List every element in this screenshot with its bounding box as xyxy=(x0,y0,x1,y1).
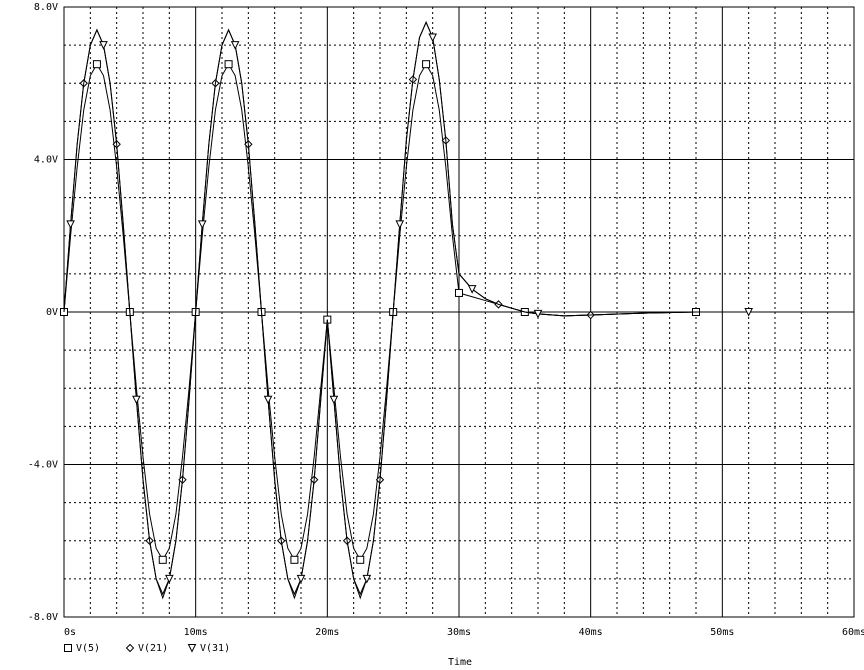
marker xyxy=(533,309,543,319)
series-line xyxy=(63,63,749,561)
x-tick-label: 0s xyxy=(64,627,76,638)
y-tick-label: -8.0V xyxy=(28,612,58,623)
marker xyxy=(455,288,463,297)
marker xyxy=(64,644,72,652)
marker xyxy=(125,643,135,653)
marker xyxy=(362,574,372,584)
y-tick-label: 8.0V xyxy=(34,2,58,13)
marker xyxy=(356,555,365,564)
marker xyxy=(92,60,101,69)
legend-label: V(21) xyxy=(138,643,168,654)
x-tick-label: 40ms xyxy=(579,627,603,638)
x-tick-label: 50ms xyxy=(710,627,734,638)
marker xyxy=(290,555,299,564)
x-tick-label: 60ms xyxy=(842,627,864,638)
series-line xyxy=(63,20,749,600)
marker xyxy=(230,41,240,50)
marker xyxy=(99,41,108,50)
marker xyxy=(296,574,306,584)
marker xyxy=(197,220,207,229)
marker xyxy=(467,285,477,294)
marker xyxy=(187,644,197,653)
x-tick-label: 30ms xyxy=(447,627,471,638)
x-tick-label: 10ms xyxy=(184,627,208,638)
marker xyxy=(329,395,339,405)
marker xyxy=(158,555,167,564)
marker xyxy=(422,60,431,69)
marker xyxy=(165,574,174,584)
y-tick-label: 4.0V xyxy=(34,155,58,166)
legend-label: V(31) xyxy=(200,643,230,654)
marker xyxy=(224,60,233,69)
y-tick-label: -4.0V xyxy=(28,460,58,471)
y-tick-label: 0V xyxy=(46,307,58,318)
marker xyxy=(263,395,273,405)
legend-label: V(5) xyxy=(76,643,100,654)
marker xyxy=(132,395,141,405)
x-axis-label: Time xyxy=(448,657,472,668)
marker xyxy=(66,220,75,229)
marker xyxy=(395,220,405,229)
marker xyxy=(744,308,753,317)
x-tick-label: 20ms xyxy=(315,627,339,638)
marker xyxy=(428,33,437,43)
